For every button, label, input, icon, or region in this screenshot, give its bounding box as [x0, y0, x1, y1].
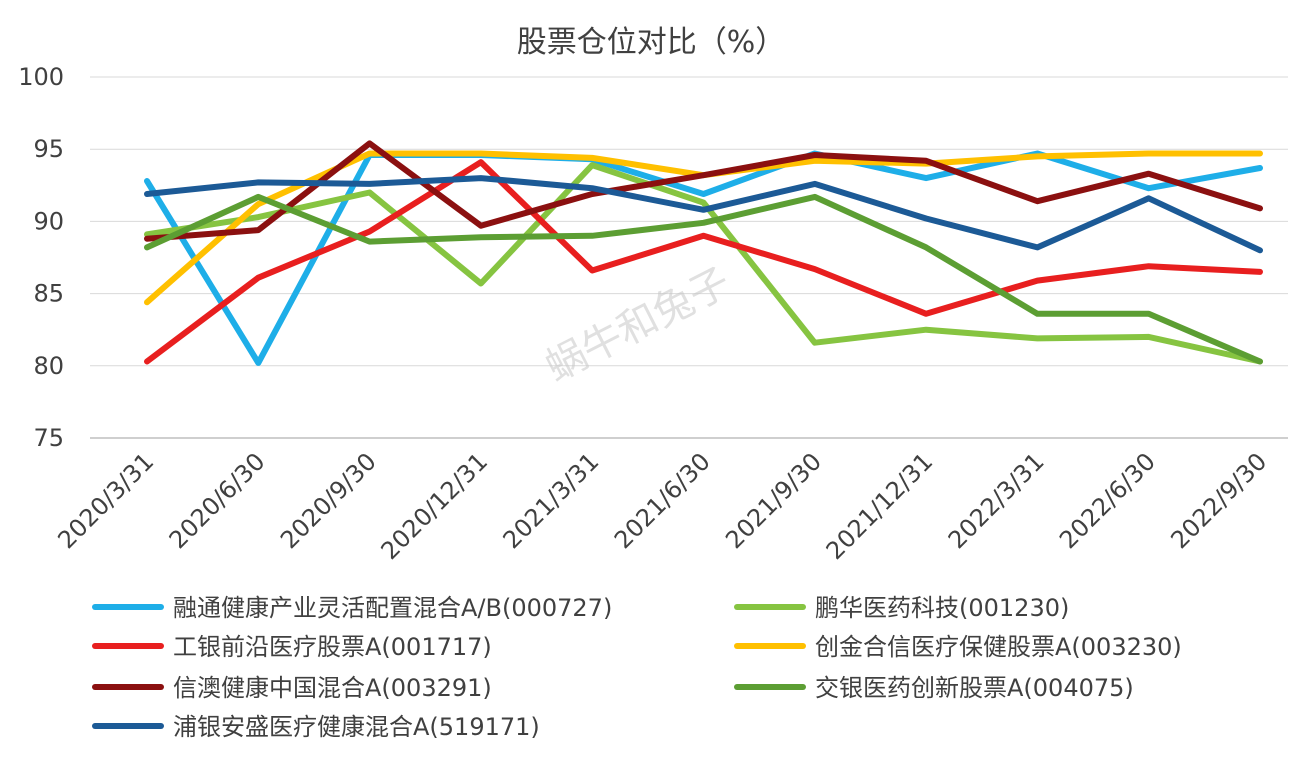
legend-label: 浦银安盛医疗健康混合A(519171)	[173, 713, 540, 741]
x-tick-label: 2021/6/30	[609, 447, 716, 554]
x-tick-label: 2021/12/31	[821, 447, 939, 565]
y-tick-label: 85	[33, 280, 64, 308]
y-tick-label: 100	[18, 63, 64, 91]
x-tick-label: 2022/3/31	[943, 447, 1050, 554]
x-tick-label: 2020/3/31	[52, 447, 159, 554]
x-tick-label: 2020/9/30	[275, 447, 382, 554]
series-line	[144, 140, 1263, 242]
legend-label: 鹏华医药科技(001230)	[815, 594, 1069, 622]
legend-label: 融通健康产业灵活配置混合A/B(000727)	[173, 594, 612, 622]
legend-label: 工银前沿医疗股票A(001717)	[173, 633, 492, 661]
legend: 融通健康产业灵活配置混合A/B(000727) 鹏华医药科技(001230) 工银前…	[92, 594, 1182, 741]
series-line	[144, 159, 1263, 365]
gridlines	[90, 76, 1288, 439]
series-line	[144, 193, 1263, 365]
watermark-text: 蜗牛和兔子	[539, 259, 738, 391]
series-line	[144, 162, 1263, 365]
y-tick-label: 90	[33, 207, 64, 235]
x-tick-label: 2020/6/30	[164, 447, 271, 554]
x-tick-label: 2021/3/31	[498, 447, 605, 554]
legend-label: 创金合信医疗保健股票A(003230)	[815, 633, 1182, 661]
chart-title: 股票仓位对比（%）	[517, 25, 786, 60]
x-tick-label: 2021/9/30	[720, 447, 827, 554]
x-tick-label: 2020/12/31	[376, 447, 494, 565]
y-axis-tick-labels: 75 80 85 90 95 100	[18, 63, 64, 452]
y-tick-label: 95	[33, 135, 64, 163]
series-lines	[144, 140, 1263, 366]
y-tick-label: 80	[33, 352, 64, 380]
y-tick-label: 75	[33, 424, 64, 452]
x-tick-label: 2022/6/30	[1054, 447, 1161, 554]
legend-label: 交银医药创新股票A(004075)	[815, 674, 1134, 702]
series-line	[144, 175, 1263, 254]
x-tick-label: 2022/9/30	[1165, 447, 1272, 554]
legend-label: 信澳健康中国混合A(003291)	[173, 674, 492, 702]
